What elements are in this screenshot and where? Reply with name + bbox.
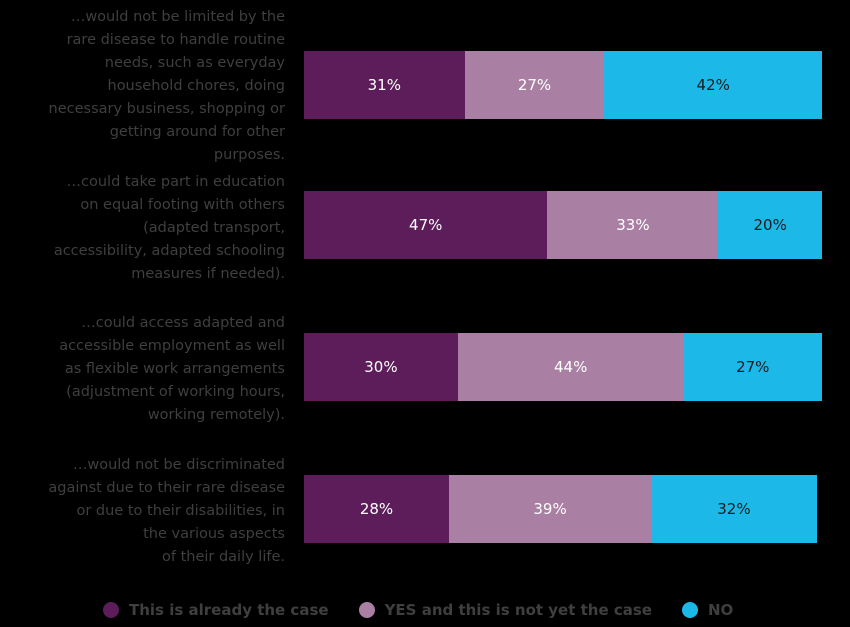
- row-label: …would not be limited by the rare disease…: [0, 6, 285, 167]
- row-label-line: …could take part in education: [66, 174, 285, 190]
- data-label: 39%: [533, 500, 567, 518]
- row-label-line: getting around for other: [109, 124, 285, 140]
- row-label: …would not be discriminated against due t…: [0, 454, 285, 569]
- data-label: 44%: [554, 358, 588, 376]
- stacked-bar: 28% 39% 32%: [304, 475, 822, 543]
- data-label: 47%: [409, 216, 443, 234]
- bar-segment: 27%: [464, 51, 605, 119]
- row-label-line: the various aspects: [143, 526, 285, 542]
- data-label: 27%: [517, 76, 552, 94]
- row-label-line: measures if needed).: [131, 266, 285, 282]
- row-label-line: needs, such as everyday: [104, 55, 285, 71]
- bar-segment: 44%: [457, 333, 684, 401]
- bar-segment: 32%: [651, 475, 817, 543]
- row-label-line: as flexible work arrangements: [64, 361, 285, 377]
- bar-segment: 47%: [304, 191, 548, 259]
- data-label: 32%: [717, 500, 751, 518]
- legend-label: NO: [707, 601, 734, 619]
- data-label: 28%: [359, 500, 394, 518]
- legend: This is already the case YES and this is …: [103, 601, 763, 619]
- row-label: …could access adapted and accessible empl…: [0, 312, 285, 427]
- row-label-line: (adjustment of working hours,: [66, 384, 285, 400]
- row-label-line: purposes.: [213, 147, 285, 163]
- stacked-bar: 31% 27% 42%: [304, 51, 822, 119]
- row-label-line: of their daily life.: [161, 549, 285, 565]
- legend-label: YES and this is not yet the case: [384, 601, 652, 619]
- stacked-bar: 47% 33% 20%: [304, 191, 822, 259]
- data-label: 20%: [753, 216, 787, 234]
- row-label-line: against due to their rare disease: [48, 480, 285, 496]
- bar-segment: 31%: [304, 51, 465, 119]
- bar-segment: 39%: [449, 475, 652, 543]
- row-label-line: rare disease to handle routine: [66, 32, 285, 48]
- row-label-line: on equal footing with others: [80, 197, 285, 213]
- legend-item: YES and this is not yet the case: [358, 601, 652, 619]
- legend-label: This is already the case: [129, 601, 329, 619]
- row-label-line: …could access adapted and: [81, 315, 285, 331]
- bar-segment: 27%: [683, 333, 822, 401]
- row-label-line: …would not be limited by the: [70, 9, 285, 25]
- bar-segment: 33%: [547, 191, 719, 259]
- row-label: …could take part in education on equal fo…: [0, 171, 285, 286]
- bar-segment: 28%: [304, 475, 450, 543]
- row-label-line: household chores, doing: [107, 78, 286, 94]
- data-label: 33%: [616, 216, 650, 234]
- legend-swatch: [103, 602, 119, 618]
- legend-swatch: [358, 602, 375, 618]
- data-label: 31%: [367, 76, 401, 94]
- bar-segment: 42%: [604, 51, 822, 119]
- row-label-line: accessible employment as well: [59, 338, 285, 354]
- row-label-line: …would not be discriminated: [72, 457, 285, 473]
- row-label-line: necessary business, shopping or: [48, 101, 285, 117]
- data-label: 27%: [736, 358, 770, 376]
- data-label: 42%: [696, 76, 730, 94]
- legend-swatch: [681, 602, 698, 618]
- row-label-line: (adapted transport,: [143, 220, 285, 236]
- data-label: 30%: [364, 358, 398, 376]
- stacked-bar: 30% 44% 27%: [304, 333, 822, 401]
- row-label-line: accessibility, adapted schooling: [53, 243, 285, 259]
- row-label-line: working remotely).: [147, 407, 285, 423]
- legend-item: This is already the case: [103, 601, 329, 619]
- legend-item: NO: [681, 601, 734, 619]
- bar-segment: 20%: [718, 191, 822, 259]
- bar-segment: 30%: [304, 333, 458, 401]
- row-label-line: or due to their disabilities, in: [76, 503, 285, 519]
